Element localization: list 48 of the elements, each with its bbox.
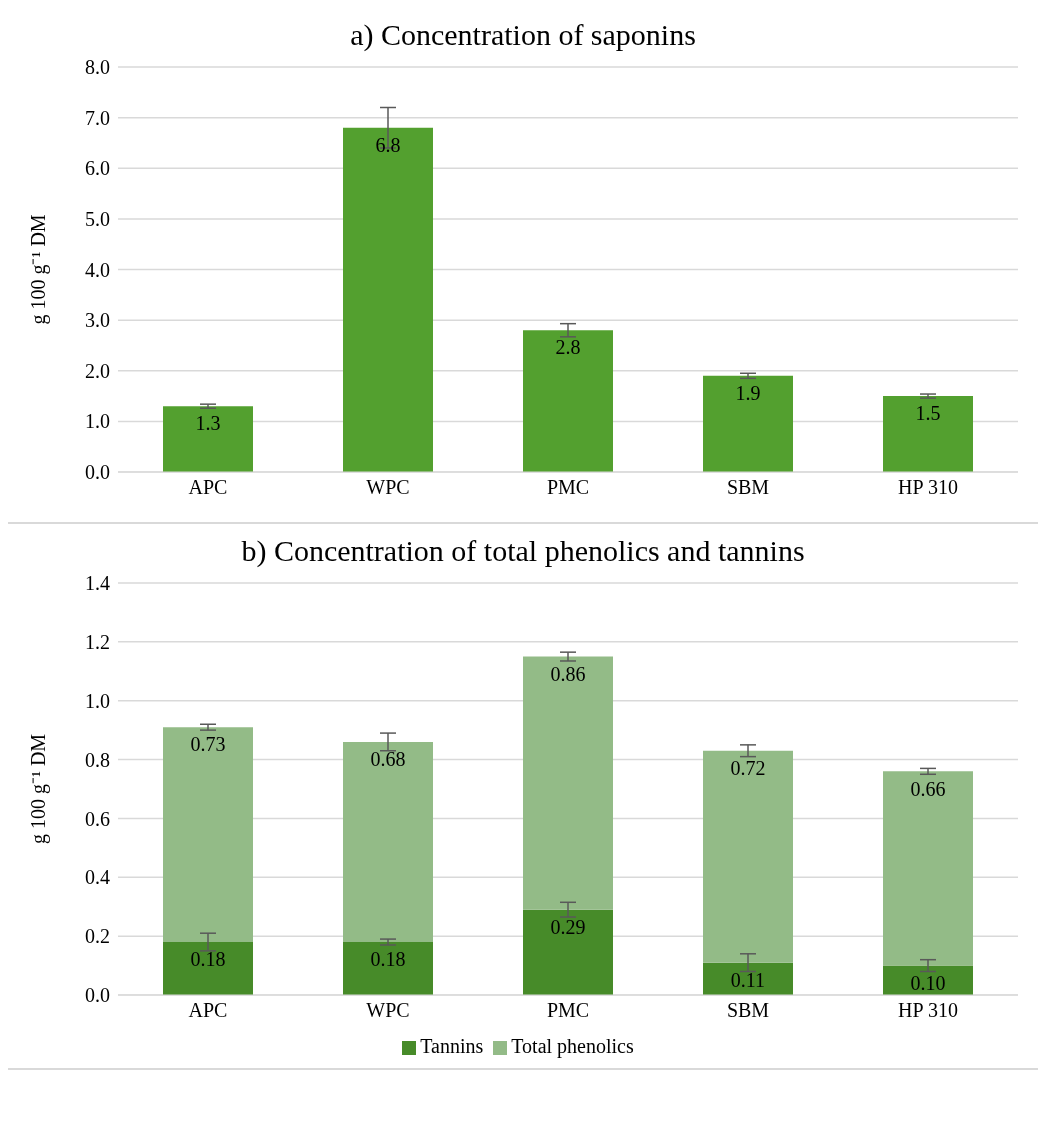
y-tick-label: 8.0 [85, 56, 110, 79]
data-label: 0.10 [910, 971, 946, 994]
data-label: 0.73 [190, 733, 226, 756]
y-tick-label: 1.2 [85, 630, 110, 653]
data-label: 1.5 [915, 402, 941, 425]
data-label: 2.8 [555, 336, 581, 359]
data-label: 0.29 [550, 915, 586, 938]
y-tick-label: 0.8 [85, 748, 110, 771]
data-label: 1.3 [195, 412, 221, 435]
y-tick-label: 3.0 [85, 309, 110, 332]
x-tick-label: WPC [366, 476, 410, 499]
y-tick-label: 7.0 [85, 106, 110, 129]
data-label: 0.86 [550, 662, 586, 685]
x-tick-label: PMC [546, 999, 590, 1022]
y-axis-title: g 100 g⁻¹ DM [27, 733, 51, 845]
y-tick-label: 4.0 [85, 258, 110, 281]
chart-title: a) Concentration of saponins [349, 17, 697, 52]
y-tick-label: 5.0 [85, 207, 110, 230]
y-tick-label: 0.6 [85, 807, 110, 830]
data-label: 0.18 [370, 948, 406, 971]
y-tick-label: 1.4 [85, 572, 110, 595]
data-label: 0.72 [730, 756, 766, 779]
data-label: 0.66 [910, 777, 946, 800]
data-label: 0.11 [730, 968, 766, 991]
x-tick-label: SBM [726, 476, 770, 499]
legend-label: Total phenolics [511, 1035, 634, 1057]
data-label: 6.8 [375, 133, 401, 156]
y-tick-label: 0.2 [85, 925, 110, 948]
y-tick-label: 0.4 [85, 866, 110, 889]
y-tick-label: 1.0 [85, 689, 110, 712]
x-tick-label: APC [188, 999, 228, 1022]
legend-label: Tannins [420, 1035, 484, 1057]
y-tick-label: 2.0 [85, 359, 110, 382]
x-tick-label: HP 310 [898, 999, 958, 1022]
chart-title: b) Concentration of total phenolics and tannins [240, 533, 806, 568]
y-tick-label: 1.0 [85, 410, 110, 433]
y-tick-label: 6.0 [85, 157, 110, 180]
data-label: 1.9 [735, 382, 761, 405]
y-tick-label: 0.0 [85, 984, 110, 1007]
y-tick-label: 0.0 [85, 461, 110, 484]
x-tick-label: HP 310 [898, 476, 958, 499]
x-tick-label: WPC [366, 999, 410, 1022]
y-axis-title: g 100 g⁻¹ DM [27, 214, 51, 325]
data-label: 0.18 [190, 948, 226, 971]
data-label: 0.68 [370, 748, 406, 771]
x-tick-label: APC [188, 476, 228, 499]
x-tick-label: PMC [546, 476, 590, 499]
x-tick-label: SBM [726, 999, 770, 1022]
